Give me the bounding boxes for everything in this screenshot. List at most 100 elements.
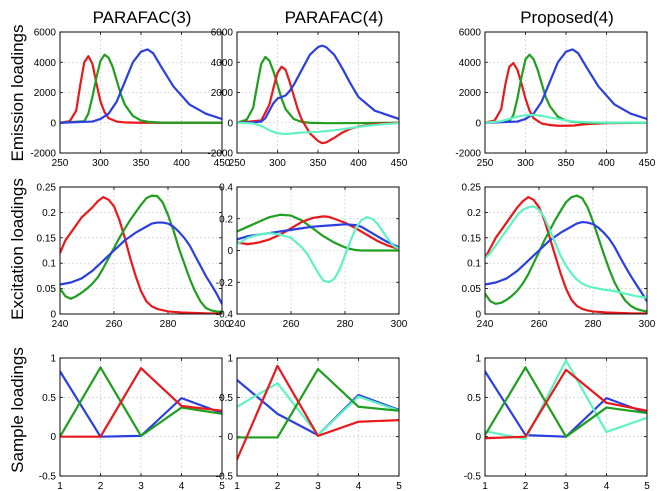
panel-r0-c2: 250 300 350 400 450 -2000 0 2000 4000 6000 (455, 28, 655, 170)
x-tick-label: 1 (57, 481, 63, 491)
y-tick-label: 0 (50, 310, 56, 321)
x-tick-label: 2 (98, 481, 104, 491)
panel-r1-c2: 240 260 280 300 0 0.05 0.1 0.15 0.2 0.25 (462, 183, 656, 331)
y-tick-label: 0 (227, 246, 233, 257)
y-tick-label: -2000 (207, 149, 233, 160)
series-line-red (60, 196, 222, 314)
y-tick-label: 4000 (459, 58, 482, 69)
x-tick-label: 4 (179, 481, 185, 491)
x-tick-label: 2 (275, 481, 281, 491)
series-line-green (60, 53, 222, 124)
series-line-green (60, 194, 222, 314)
y-tick-label: 0.5 (467, 393, 481, 404)
x-tick-label: 240 (229, 319, 246, 330)
x-tick-label: 3 (563, 481, 569, 491)
x-tick-label: 450 (639, 158, 656, 169)
series-line-green (60, 366, 222, 438)
x-tick-label: 260 (531, 319, 548, 330)
x-tick-label: 250 (229, 158, 246, 169)
y-tick-label: 1 (50, 354, 56, 365)
y-tick-label: -0.5 (216, 472, 234, 483)
x-tick-label: 300 (92, 158, 109, 169)
series-line-green (237, 367, 399, 439)
x-tick-label: 400 (598, 158, 615, 169)
panel-r2-c2: 1 2 3 4 5 -0.5 0 0.5 1 (464, 354, 650, 491)
series-line-green (237, 213, 399, 252)
series-line-red (60, 367, 222, 438)
series-line-cyan (485, 113, 647, 124)
panel-r2-c1: 1 2 3 4 5-0.500.51 (216, 354, 402, 491)
axes-frame (484, 31, 648, 154)
x-tick-label: 350 (558, 158, 575, 169)
series-line-blue (485, 48, 647, 124)
x-tick-label: 280 (337, 319, 354, 330)
y-tick-label: 0.05 (37, 284, 57, 295)
axes-frame (59, 31, 223, 154)
series-line-cyan (237, 216, 399, 284)
row-label-excitation: Excitation loadings (8, 178, 27, 320)
y-tick-label: 4000 (211, 58, 234, 69)
y-tick-label: 0.5 (42, 393, 56, 404)
y-tick-label: 2000 (459, 88, 482, 99)
y-tick-label: 0.4 (219, 183, 233, 194)
series-line-red (485, 368, 647, 440)
x-tick-label: 300 (517, 158, 534, 169)
y-tick-label: 0.15 (37, 233, 57, 244)
y-tick-label: 6000 (34, 28, 57, 39)
series-line-blue (237, 44, 399, 124)
x-tick-label: 260 (283, 319, 300, 330)
series-line-green (485, 366, 647, 438)
y-tick-label: 0 (475, 432, 481, 443)
x-tick-label: 400 (350, 158, 367, 169)
x-tick-label: 4 (356, 481, 362, 491)
y-tick-label: 0.2 (42, 208, 56, 219)
column-title-proposed4: Proposed(4) (520, 8, 614, 27)
row-label-emission: Emission loadings (8, 24, 27, 161)
y-tick-label: 1 (475, 354, 481, 365)
axes-frame (236, 357, 400, 477)
y-tick-label: 0 (50, 432, 56, 443)
y-tick-label: 0.2 (219, 214, 233, 225)
row-label-sample: Sample loadings (8, 347, 27, 473)
x-tick-label: 3 (315, 481, 321, 491)
panel-r2-c0: 1 2 3 4 5 -0.5 0 0.5 1 (39, 354, 225, 491)
x-tick-label: 350 (310, 158, 327, 169)
y-tick-label: 4000 (34, 58, 57, 69)
x-tick-label: 4 (604, 481, 610, 491)
series-line-cyan (237, 121, 399, 136)
x-tick-label: 260 (106, 319, 123, 330)
x-tick-label: 5 (219, 481, 225, 491)
y-tick-label: 6000 (459, 28, 482, 39)
y-tick-label: -0.5 (39, 472, 57, 483)
series-line-red (237, 215, 399, 251)
x-tick-label: 1 (482, 481, 488, 491)
series-line-red (237, 364, 399, 461)
series-line-red (237, 65, 399, 145)
y-tick-label: 0 (227, 432, 233, 443)
x-tick-label: 400 (173, 158, 190, 169)
series-line-blue (60, 48, 222, 124)
x-tick-label: 3 (138, 481, 144, 491)
series-line-blue (60, 221, 222, 305)
y-tick-label: 0.25 (462, 183, 482, 194)
x-tick-label: 350 (133, 158, 150, 169)
axes-frame (236, 31, 400, 154)
x-tick-label: 250 (52, 158, 69, 169)
y-tick-label: 0 (475, 118, 481, 129)
x-tick-label: 5 (396, 481, 402, 491)
y-tick-label: 0.15 (462, 233, 482, 244)
axes-box (236, 357, 400, 477)
y-tick-label: 2000 (34, 88, 57, 99)
x-tick-label: 240 (477, 319, 494, 330)
x-tick-label: 5 (644, 481, 650, 491)
x-tick-label: 450 (214, 158, 231, 169)
y-tick-label: 0 (227, 118, 233, 129)
y-tick-label: 6000 (211, 28, 234, 39)
x-tick-label: 250 (477, 158, 494, 169)
x-tick-label: 300 (391, 319, 408, 330)
x-tick-label: 300 (269, 158, 286, 169)
series-line-blue (485, 220, 647, 303)
